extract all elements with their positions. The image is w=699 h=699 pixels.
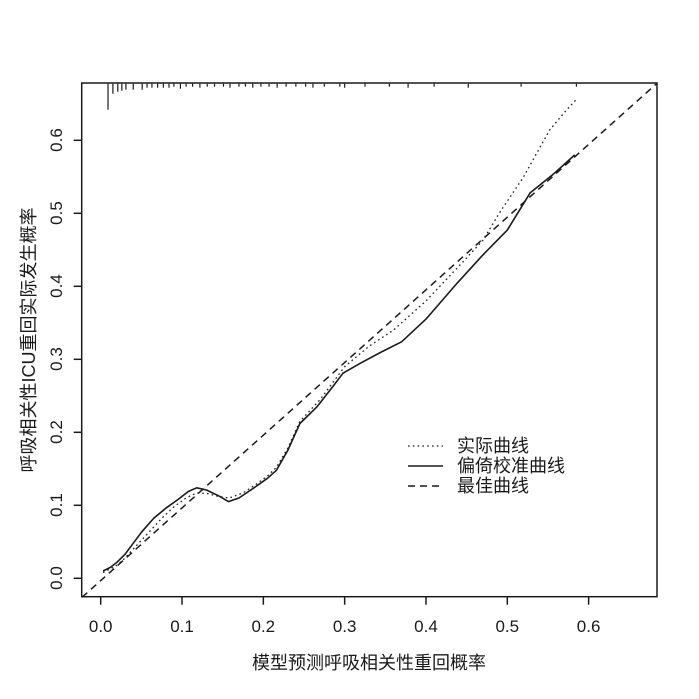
y-tick-label: 0.1 <box>47 493 66 518</box>
y-tick-label: 0.0 <box>47 566 66 591</box>
curve-solid <box>102 154 576 572</box>
x-tick-label: 0.3 <box>332 617 357 636</box>
x-axis-title: 模型预测呼吸相关性重回概率 <box>252 653 486 673</box>
legend-label-bias-corrected-curve: 偏倚校准曲线 <box>457 456 565 476</box>
x-tick-label: 0.1 <box>170 617 194 636</box>
x-tick-label: 0.6 <box>576 617 601 636</box>
curve-dotted <box>102 98 577 574</box>
legend-label-ideal-curve: 最佳曲线 <box>457 476 529 496</box>
y-tick-label: 0.5 <box>47 201 66 226</box>
y-tick-label: 0.4 <box>47 274 66 299</box>
plot-border <box>80 82 658 598</box>
y-tick-label: 0.3 <box>47 347 66 372</box>
legend-label-apparent-curve: 实际曲线 <box>457 436 529 456</box>
y-tick-label: 0.2 <box>47 420 66 445</box>
x-tick-label: 0.5 <box>495 617 520 636</box>
x-tick-label: 0.0 <box>88 617 113 636</box>
y-tick-label: 0.6 <box>47 128 66 153</box>
x-tick-label: 0.4 <box>414 617 438 636</box>
curve-dashed <box>81 82 658 598</box>
x-tick-label: 0.2 <box>251 617 276 636</box>
y-axis-title: 呼吸相关性ICU重回实际发生概率 <box>19 207 39 473</box>
